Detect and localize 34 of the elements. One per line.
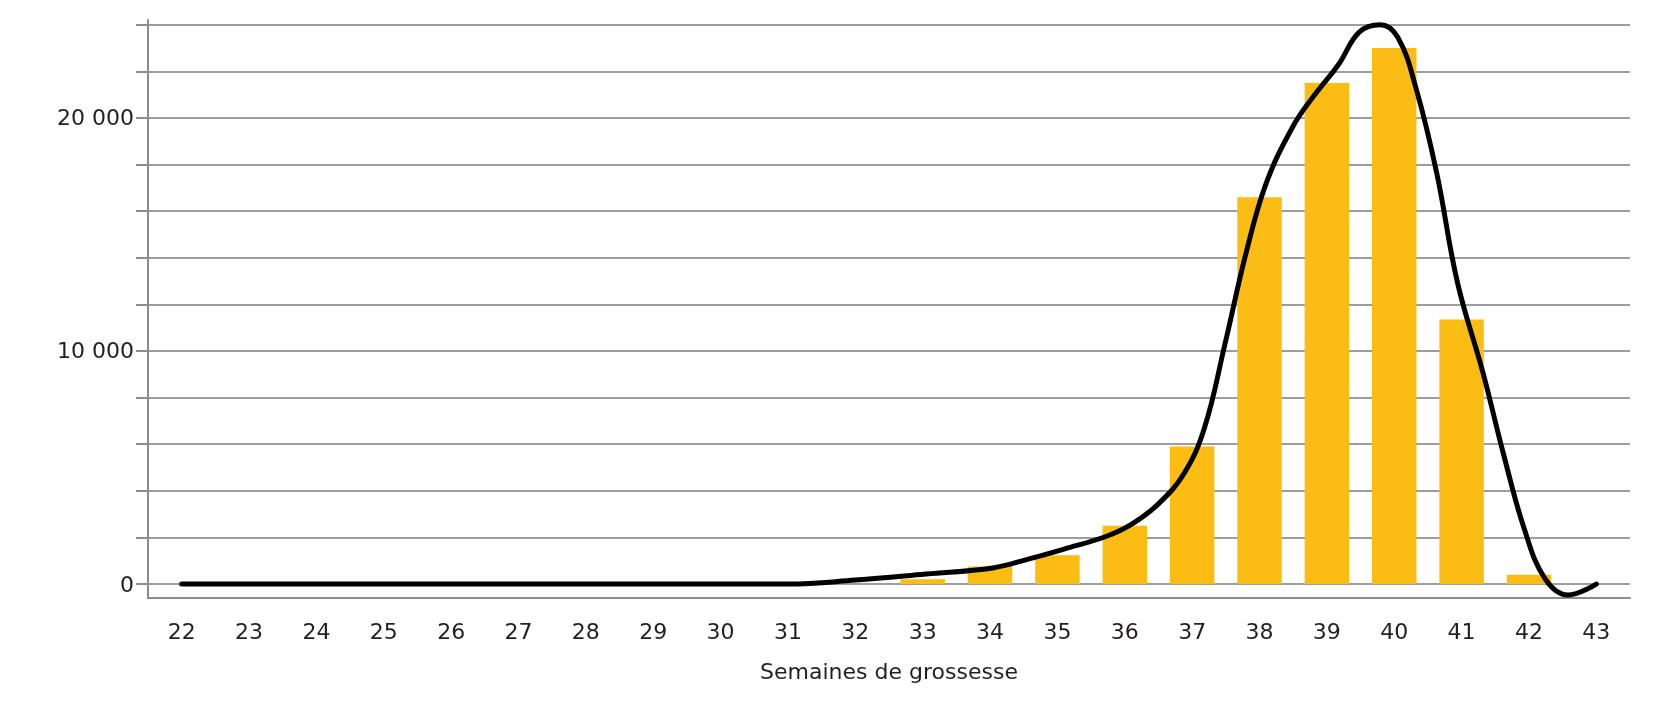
- x-tick-label: 29: [639, 618, 668, 644]
- x-tick-label: 22: [167, 618, 196, 644]
- bar: [1035, 555, 1080, 585]
- bar: [1237, 197, 1282, 585]
- x-tick-label: 35: [1043, 618, 1072, 644]
- x-tick-label: 39: [1312, 618, 1341, 644]
- x-tick-label: 25: [369, 618, 398, 644]
- x-tick-label: 24: [302, 618, 331, 644]
- y-tick-label: 10 000: [57, 338, 134, 364]
- x-tick-label: 30: [706, 618, 735, 644]
- bar: [1169, 446, 1215, 585]
- x-tick-label: 31: [773, 618, 802, 644]
- y-tick-label: 0: [120, 571, 134, 597]
- x-axis-title: Semaines de grossesse: [760, 658, 1018, 684]
- bar: [1439, 319, 1484, 585]
- x-tick-label: 38: [1245, 618, 1274, 644]
- x-tick-label: 42: [1514, 618, 1543, 644]
- bar: [1304, 82, 1350, 585]
- x-tick-label: 41: [1447, 618, 1476, 644]
- x-tick-label: 37: [1178, 618, 1207, 644]
- x-tick-label: 28: [571, 618, 600, 644]
- x-tick-label: 32: [841, 618, 870, 644]
- x-tick-label: 27: [504, 618, 533, 644]
- x-tick-label: 36: [1110, 618, 1139, 644]
- x-tick-label: 26: [437, 618, 466, 644]
- bar: [1372, 47, 1417, 585]
- x-tick-label: 33: [908, 618, 937, 644]
- x-tick-label: 23: [235, 618, 264, 644]
- bar: [900, 579, 945, 585]
- x-tick-label: 43: [1582, 618, 1611, 644]
- x-tick-label: 40: [1380, 618, 1409, 644]
- y-tick-label: 20 000: [57, 105, 134, 131]
- bar: [1102, 525, 1147, 585]
- x-tick-label: 34: [976, 618, 1005, 644]
